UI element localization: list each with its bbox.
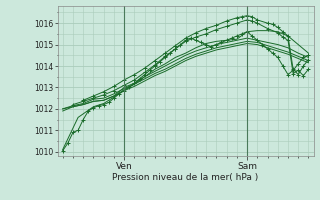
X-axis label: Pression niveau de la mer( hPa ): Pression niveau de la mer( hPa ) [112, 173, 259, 182]
